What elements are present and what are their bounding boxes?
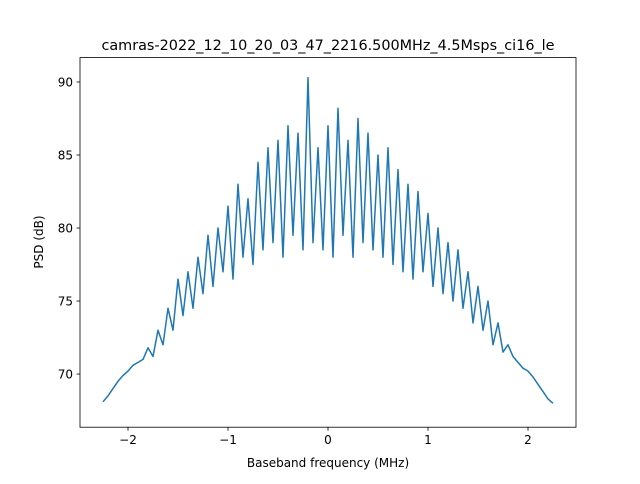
y-tick-label: 75 [58, 294, 73, 308]
x-tick-label: 1 [424, 433, 432, 447]
x-axis-label: Baseband frequency (MHz) [247, 456, 409, 470]
y-tick-label: 80 [58, 221, 73, 235]
y-tick-label: 90 [58, 75, 73, 89]
x-tick-label: 2 [524, 433, 532, 447]
chart-title: camras-2022_12_10_20_03_47_2216.500MHz_4… [101, 38, 554, 54]
y-axis-label: PSD (dB) [32, 215, 46, 268]
x-tick-label: 0 [324, 433, 332, 447]
y-tick-label: 85 [58, 148, 73, 162]
x-tick-label: −1 [219, 433, 237, 447]
x-tick-label: −2 [119, 433, 137, 447]
y-tick-label: 70 [58, 367, 73, 381]
